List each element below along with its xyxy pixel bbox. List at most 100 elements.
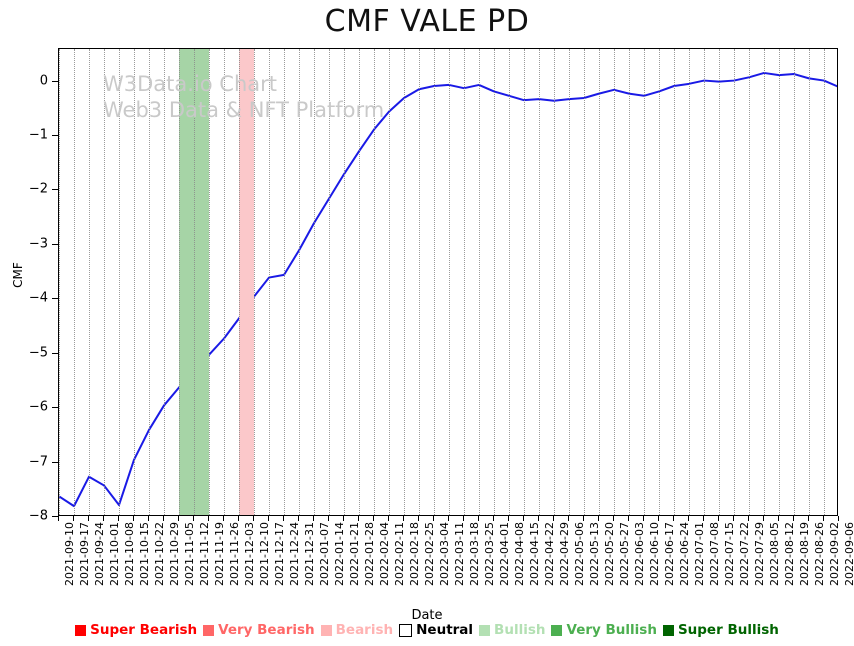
x-tick-mark	[88, 516, 89, 521]
x-tick-label: 2021-12-03	[243, 522, 256, 586]
y-tick-mark	[52, 80, 58, 82]
x-tick-label: 2021-12-10	[258, 522, 271, 586]
legend-swatch-icon	[320, 624, 332, 636]
x-tick-mark	[793, 516, 794, 521]
x-tick-label: 2022-02-25	[423, 522, 436, 586]
x-tick-label: 2021-10-29	[168, 522, 181, 586]
grid-line	[209, 49, 210, 515]
x-tick-label: 2022-03-18	[468, 522, 481, 586]
x-tick-mark	[643, 516, 644, 521]
grid-line	[179, 49, 180, 515]
grid-line	[59, 49, 60, 515]
grid-line	[254, 49, 255, 515]
x-tick-mark	[208, 516, 209, 521]
grid-line	[119, 49, 120, 515]
plot-area: W3Data.io Chart Web3 Data & NFT Platform	[58, 48, 838, 516]
x-tick-mark	[133, 516, 134, 521]
x-tick-mark	[418, 516, 419, 521]
y-axis-label: CMF	[6, 0, 25, 646]
y-tick-label: −2	[28, 181, 48, 197]
legend-item[interactable]: Super Bullish	[662, 622, 779, 638]
x-tick-label: 2022-07-01	[693, 522, 706, 586]
grid-line	[749, 49, 750, 515]
x-tick-mark	[193, 516, 194, 521]
x-tick-label: 2022-05-13	[588, 522, 601, 586]
x-tick-label: 2022-08-19	[798, 522, 811, 586]
grid-line	[464, 49, 465, 515]
grid-line	[689, 49, 690, 515]
y-tick-label: −8	[28, 508, 48, 524]
x-tick-mark	[343, 516, 344, 521]
grid-line	[89, 49, 90, 515]
grid-line	[374, 49, 375, 515]
x-tick-label: 2022-02-11	[393, 522, 406, 586]
legend-item[interactable]: Very Bearish	[203, 622, 315, 638]
x-tick-label: 2022-06-10	[648, 522, 661, 586]
x-tick-label: 2022-03-25	[483, 522, 496, 586]
x-tick-mark	[658, 516, 659, 521]
grid-line	[584, 49, 585, 515]
x-tick-label: 2022-04-15	[528, 522, 541, 586]
grid-line	[284, 49, 285, 515]
legend-item[interactable]: Bearish	[320, 622, 393, 638]
x-tick-label: 2022-08-26	[813, 522, 826, 586]
x-tick-mark	[718, 516, 719, 521]
grid-line	[569, 49, 570, 515]
x-tick-label: 2022-05-06	[573, 522, 586, 586]
grid-line	[149, 49, 150, 515]
x-tick-label: 2022-03-11	[453, 522, 466, 586]
x-tick-mark	[178, 516, 179, 521]
legend-item[interactable]: Very Bullish	[551, 622, 657, 638]
x-tick-label: 2022-07-22	[738, 522, 751, 586]
legend-item[interactable]: Super Bearish	[75, 622, 197, 638]
x-tick-label: 2021-11-05	[183, 522, 196, 586]
x-tick-label: 2021-10-15	[138, 522, 151, 586]
x-tick-label: 2022-06-03	[633, 522, 646, 586]
legend-label: Super Bearish	[90, 622, 198, 638]
x-tick-label: 2021-12-31	[303, 522, 316, 586]
x-tick-mark	[808, 516, 809, 521]
x-tick-mark	[373, 516, 374, 521]
legend-item[interactable]: Bullish	[479, 622, 545, 638]
x-tick-label: 2022-05-27	[618, 522, 631, 586]
y-tick-label: −5	[28, 345, 48, 361]
grid-line	[359, 49, 360, 515]
x-tick-mark	[838, 516, 839, 521]
x-tick-mark	[448, 516, 449, 521]
x-tick-mark	[73, 516, 74, 521]
grid-line	[539, 49, 540, 515]
x-tick-label: 2022-06-24	[678, 522, 691, 586]
legend-item[interactable]: Neutral	[399, 622, 473, 638]
legend-label: Bullish	[494, 622, 546, 638]
x-tick-mark	[358, 516, 359, 521]
x-tick-mark	[508, 516, 509, 521]
x-tick-mark	[553, 516, 554, 521]
grid-line	[629, 49, 630, 515]
grid-line	[419, 49, 420, 515]
legend-swatch-icon	[479, 624, 491, 636]
x-tick-label: 2022-09-02	[828, 522, 841, 586]
y-tick-mark	[52, 461, 58, 463]
x-tick-mark	[568, 516, 569, 521]
x-tick-mark	[328, 516, 329, 521]
chart-legend: Super Bearish Very Bearish Bearish Neutral B…	[0, 619, 854, 641]
x-tick-label: 2022-08-05	[768, 522, 781, 586]
x-tick-label: 2022-05-20	[603, 522, 616, 586]
x-tick-label: 2021-09-24	[93, 522, 106, 586]
x-tick-label: 2022-07-29	[753, 522, 766, 586]
x-tick-mark	[703, 516, 704, 521]
legend-swatch-icon	[203, 624, 215, 636]
x-tick-label: 2022-07-08	[708, 522, 721, 586]
x-tick-label: 2021-10-22	[153, 522, 166, 586]
x-tick-mark	[523, 516, 524, 521]
grid-line	[104, 49, 105, 515]
x-tick-mark	[778, 516, 779, 521]
x-tick-mark	[823, 516, 824, 521]
grid-line	[509, 49, 510, 515]
x-tick-mark	[493, 516, 494, 521]
grid-line	[344, 49, 345, 515]
x-tick-label: 2022-02-18	[408, 522, 421, 586]
x-tick-mark	[613, 516, 614, 521]
grid-line	[644, 49, 645, 515]
